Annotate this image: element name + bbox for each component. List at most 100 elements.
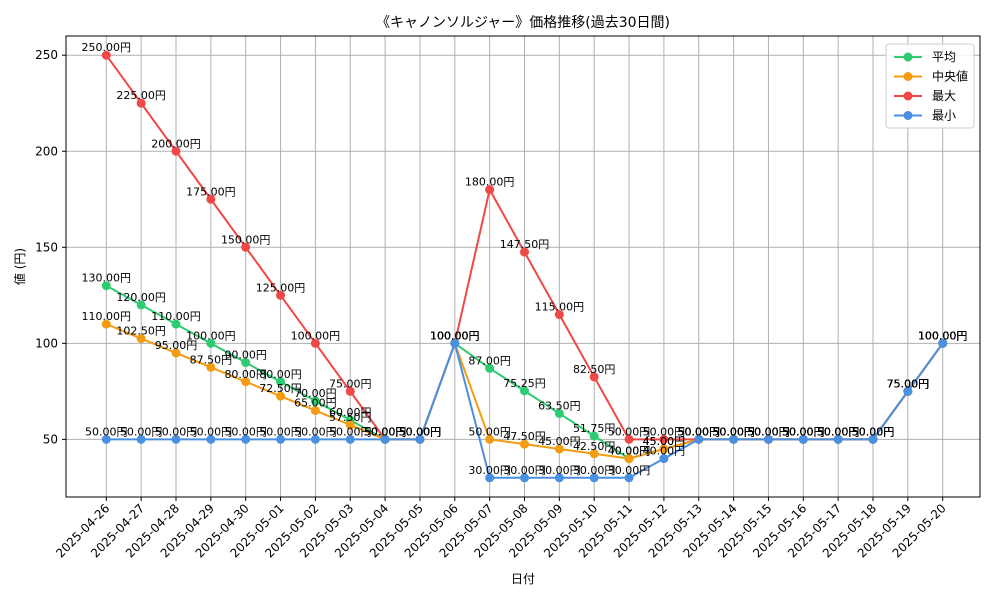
data-label: 100.00円 <box>918 329 968 342</box>
data-point <box>380 434 390 444</box>
data-label: 50.00円 <box>712 425 755 438</box>
data-label: 110.00円 <box>82 310 132 323</box>
data-point <box>729 434 739 444</box>
data-point <box>450 338 460 348</box>
data-label: 150.00円 <box>221 233 271 246</box>
data-point <box>310 396 320 406</box>
data-label: 50.00円 <box>120 425 163 438</box>
data-label: 50.00円 <box>712 425 755 438</box>
data-label: 50.00円 <box>747 425 790 438</box>
data-label: 50.00円 <box>678 425 721 438</box>
data-point <box>659 454 669 464</box>
data-label: 50.00円 <box>712 425 755 438</box>
data-point <box>171 348 181 358</box>
data-point <box>554 444 564 454</box>
data-point <box>345 434 355 444</box>
chart-title: 《キャノンソルジャー》価格推移(過去30日間) <box>376 15 670 31</box>
data-point <box>903 386 913 396</box>
data-label: 30.00円 <box>503 464 546 477</box>
data-label: 50.00円 <box>817 425 860 438</box>
data-label: 45.00円 <box>538 435 581 448</box>
data-point <box>241 242 251 252</box>
data-label: 50.00円 <box>852 425 895 438</box>
data-point <box>485 185 495 195</box>
data-label: 75.00円 <box>887 377 930 390</box>
data-point <box>624 473 634 483</box>
data-label: 87.50円 <box>190 353 233 366</box>
data-label: 50.00円 <box>364 425 407 438</box>
data-point <box>520 473 529 483</box>
data-label: 50.00円 <box>782 425 825 438</box>
data-label: 50.00円 <box>399 425 442 438</box>
data-label: 100.00円 <box>291 329 341 342</box>
legend-label: 最小 <box>932 109 956 123</box>
data-label: 45.00円 <box>643 435 686 448</box>
data-point <box>310 338 320 348</box>
data-point <box>485 473 495 483</box>
series-layer <box>101 50 948 483</box>
data-point <box>763 434 773 444</box>
plot-frame <box>65 35 981 498</box>
data-point <box>276 391 286 401</box>
data-label: 130.00円 <box>82 272 132 285</box>
data-label: 95.00円 <box>155 339 198 352</box>
data-label: 50.00円 <box>399 425 442 438</box>
data-point <box>241 377 251 387</box>
data-point <box>589 372 599 382</box>
data-point <box>101 434 111 444</box>
data-label: 50.00円 <box>643 425 686 438</box>
y-tick-label: 100 <box>35 336 58 350</box>
data-point <box>171 146 181 156</box>
data-label: 50.00円 <box>817 425 860 438</box>
data-label: 40.00円 <box>608 445 651 458</box>
legend-marker <box>903 91 913 101</box>
data-label: 110.00円 <box>151 310 201 323</box>
legend-marker <box>903 111 913 120</box>
data-point <box>694 434 704 444</box>
data-point <box>415 434 425 444</box>
data-label: 50.00円 <box>85 425 128 438</box>
data-label: 50.00円 <box>364 425 407 438</box>
data-label: 30.00円 <box>468 464 511 477</box>
data-point <box>345 386 355 396</box>
data-point <box>101 281 111 291</box>
data-label: 80.00円 <box>224 368 267 381</box>
data-label: 50.00円 <box>782 425 825 438</box>
data-point <box>485 434 495 444</box>
data-label: 75.00円 <box>329 377 372 390</box>
data-label: 45.00円 <box>643 435 686 448</box>
data-point <box>241 358 251 368</box>
data-point <box>554 408 564 418</box>
data-label: 250.00円 <box>82 41 132 54</box>
data-point <box>310 406 320 416</box>
data-label: 50.00円 <box>399 425 442 438</box>
data-point <box>589 473 599 483</box>
data-point <box>101 319 111 329</box>
data-label: 50.00円 <box>364 425 407 438</box>
data-label: 50.00円 <box>852 425 895 438</box>
data-label: 30.00円 <box>573 464 616 477</box>
data-label: 63.50円 <box>538 399 581 412</box>
data-point <box>276 290 286 300</box>
data-label: 50.00円 <box>852 425 895 438</box>
data-point <box>624 434 634 444</box>
data-point <box>938 338 948 348</box>
data-label: 72.50円 <box>259 382 302 395</box>
data-label: 87.00円 <box>468 354 511 367</box>
data-label: 70.00円 <box>294 387 337 400</box>
data-label: 50.00円 <box>678 425 721 438</box>
data-point <box>276 434 286 444</box>
data-label: 50.00円 <box>155 425 198 438</box>
legend-marker <box>903 72 913 81</box>
data-point <box>833 434 843 444</box>
legend-label: 平均 <box>932 50 956 64</box>
data-label: 100.00円 <box>918 329 968 342</box>
data-label: 102.50円 <box>116 325 166 338</box>
y-tick-label: 50 <box>43 432 58 446</box>
legend-box <box>885 43 975 129</box>
data-point <box>101 50 111 60</box>
data-label: 115.00円 <box>535 301 585 314</box>
data-point <box>554 473 564 483</box>
data-label: 90.00円 <box>224 349 267 362</box>
